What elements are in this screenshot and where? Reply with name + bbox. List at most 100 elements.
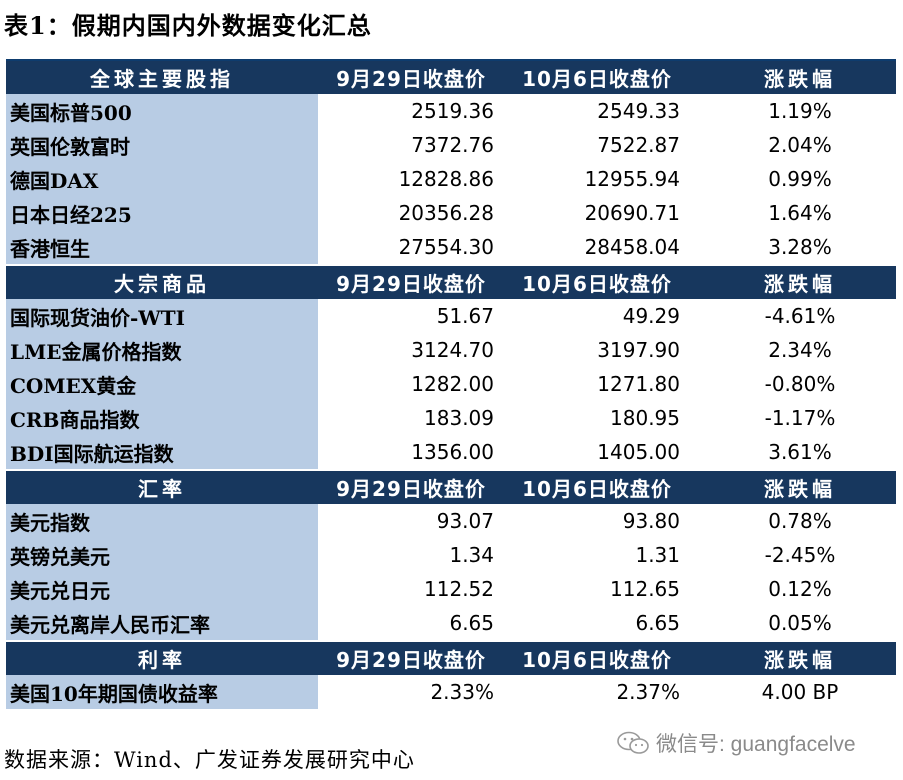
col-header-sep29: 9月29日收盘价 <box>336 272 486 296</box>
section-title: 汇率 <box>138 477 186 501</box>
section-header: 大宗商品 9月29日收盘价 10月6日收盘价 涨跌幅 <box>6 264 896 299</box>
col-header-oct6: 10月6日收盘价 <box>522 272 672 296</box>
value-change: 0.99% <box>768 167 832 191</box>
row-label: 香港恒生 <box>6 230 318 264</box>
value-oct6: 6.65 <box>635 611 680 635</box>
value-change: -1.17% <box>764 406 836 430</box>
section-title: 利率 <box>138 648 186 672</box>
value-change: -2.45% <box>764 543 836 567</box>
col-header-sep29: 9月29日收盘价 <box>336 67 486 91</box>
value-change: 3.28% <box>768 235 832 259</box>
value-change: 0.12% <box>768 577 832 601</box>
row-label: 德国DAX <box>6 162 318 196</box>
value-oct6: 1271.80 <box>597 372 680 396</box>
value-change: -0.80% <box>764 372 836 396</box>
value-change: 2.04% <box>768 133 832 157</box>
col-header-sep29: 9月29日收盘价 <box>336 648 486 672</box>
source-note: 数据来源：Wind、广发证券发展研究中心 <box>4 748 415 772</box>
value-oct6: 2.37% <box>616 680 680 704</box>
value-oct6: 12955.94 <box>584 167 680 191</box>
table-title: 表1：假期内国内外数据变化汇总 <box>4 11 372 40</box>
value-oct6: 180.95 <box>610 406 680 430</box>
value-sep29: 51.67 <box>436 304 494 328</box>
value-sep29: 3124.70 <box>411 338 494 362</box>
section-title: 全球主要股指 <box>90 67 234 91</box>
section-interest-rates: 利率 9月29日收盘价 10月6日收盘价 涨跌幅 美国10年期国债收益率 2.3… <box>6 640 896 709</box>
table-row: 日本日经225 20356.28 20690.71 1.64% <box>6 196 896 230</box>
value-oct6: 3197.90 <box>597 338 680 362</box>
table-row: 美元兑日元 112.52 112.65 0.12% <box>6 572 896 606</box>
value-sep29: 7372.76 <box>411 133 494 157</box>
watermark: 微信号: guangfacelve <box>616 728 856 758</box>
section-stock-indices: 全球主要股指 9月29日收盘价 10月6日收盘价 涨跌幅 美国标普500 251… <box>6 61 896 264</box>
col-header-oct6: 10月6日收盘价 <box>522 477 672 501</box>
value-oct6: 49.29 <box>622 304 680 328</box>
value-oct6: 2549.33 <box>597 99 680 123</box>
row-label: 美国标普500 <box>6 94 318 128</box>
table-row: BDI国际航运指数 1356.00 1405.00 3.61% <box>6 435 896 469</box>
col-header-sep29: 9月29日收盘价 <box>336 477 486 501</box>
row-label: CRB商品指数 <box>6 401 318 435</box>
value-change: 1.19% <box>768 99 832 123</box>
row-label: 美元兑离岸人民币汇率 <box>6 606 318 640</box>
table-row: 美元指数 93.07 93.80 0.78% <box>6 504 896 538</box>
row-label: 国际现货油价-WTI <box>6 299 318 333</box>
value-sep29: 2519.36 <box>411 99 494 123</box>
table-row: 美国标普500 2519.36 2549.33 1.19% <box>6 94 896 128</box>
table-row: 美元兑离岸人民币汇率 6.65 6.65 0.05% <box>6 606 896 640</box>
col-header-change: 涨跌幅 <box>764 67 836 91</box>
row-label: 美元指数 <box>6 504 318 538</box>
value-oct6: 1405.00 <box>597 440 680 464</box>
value-sep29: 1282.00 <box>411 372 494 396</box>
value-oct6: 28458.04 <box>584 235 680 259</box>
row-label: COMEX黄金 <box>6 367 318 401</box>
section-header: 利率 9月29日收盘价 10月6日收盘价 涨跌幅 <box>6 640 896 675</box>
value-sep29: 27554.30 <box>398 235 494 259</box>
value-sep29: 183.09 <box>424 406 494 430</box>
section-title: 大宗商品 <box>114 272 210 296</box>
section-header: 汇率 9月29日收盘价 10月6日收盘价 涨跌幅 <box>6 469 896 504</box>
value-oct6: 112.65 <box>610 577 680 601</box>
section-header: 全球主要股指 9月29日收盘价 10月6日收盘价 涨跌幅 <box>6 61 896 94</box>
row-label: BDI国际航运指数 <box>6 435 318 469</box>
value-change: 2.34% <box>768 338 832 362</box>
value-sep29: 1356.00 <box>411 440 494 464</box>
table-row: 英国伦敦富时 7372.76 7522.87 2.04% <box>6 128 896 162</box>
table-row: CRB商品指数 183.09 180.95 -1.17% <box>6 401 896 435</box>
section-exchange-rates: 汇率 9月29日收盘价 10月6日收盘价 涨跌幅 美元指数 93.07 93.8… <box>6 469 896 640</box>
value-sep29: 12828.86 <box>398 167 494 191</box>
table-row: 德国DAX 12828.86 12955.94 0.99% <box>6 162 896 196</box>
value-oct6: 1.31 <box>635 543 680 567</box>
table-row: 英镑兑美元 1.34 1.31 -2.45% <box>6 538 896 572</box>
value-sep29: 112.52 <box>424 577 494 601</box>
value-change: 1.64% <box>768 201 832 225</box>
value-sep29: 6.65 <box>449 611 494 635</box>
value-oct6: 7522.87 <box>597 133 680 157</box>
table-row: COMEX黄金 1282.00 1271.80 -0.80% <box>6 367 896 401</box>
table-row: 香港恒生 27554.30 28458.04 3.28% <box>6 230 896 264</box>
col-header-change: 涨跌幅 <box>764 272 836 296</box>
table-row: 美国10年期国债收益率 2.33% 2.37% 4.00 BP <box>6 675 896 709</box>
col-header-change: 涨跌幅 <box>764 648 836 672</box>
value-oct6: 20690.71 <box>584 201 680 225</box>
col-header-oct6: 10月6日收盘价 <box>522 67 672 91</box>
value-sep29: 93.07 <box>436 509 494 533</box>
row-label: 日本日经225 <box>6 196 318 230</box>
row-label: 美国10年期国债收益率 <box>6 675 318 709</box>
row-label: 英国伦敦富时 <box>6 128 318 162</box>
row-label: 英镑兑美元 <box>6 538 318 572</box>
row-label: 美元兑日元 <box>6 572 318 606</box>
table-row: 国际现货油价-WTI 51.67 49.29 -4.61% <box>6 299 896 333</box>
section-commodities: 大宗商品 9月29日收盘价 10月6日收盘价 涨跌幅 国际现货油价-WTI 51… <box>6 264 896 469</box>
value-sep29: 1.34 <box>449 543 494 567</box>
value-change: 4.00 BP <box>761 680 839 704</box>
value-change: 3.61% <box>768 440 832 464</box>
value-sep29: 20356.28 <box>398 201 494 225</box>
table-row: LME金属价格指数 3124.70 3197.90 2.34% <box>6 333 896 367</box>
row-label: LME金属价格指数 <box>6 333 318 367</box>
value-oct6: 93.80 <box>622 509 680 533</box>
watermark-text: 微信号: guangfacelve <box>656 733 856 756</box>
value-sep29: 2.33% <box>430 680 494 704</box>
value-change: 0.78% <box>768 509 832 533</box>
col-header-change: 涨跌幅 <box>764 477 836 501</box>
